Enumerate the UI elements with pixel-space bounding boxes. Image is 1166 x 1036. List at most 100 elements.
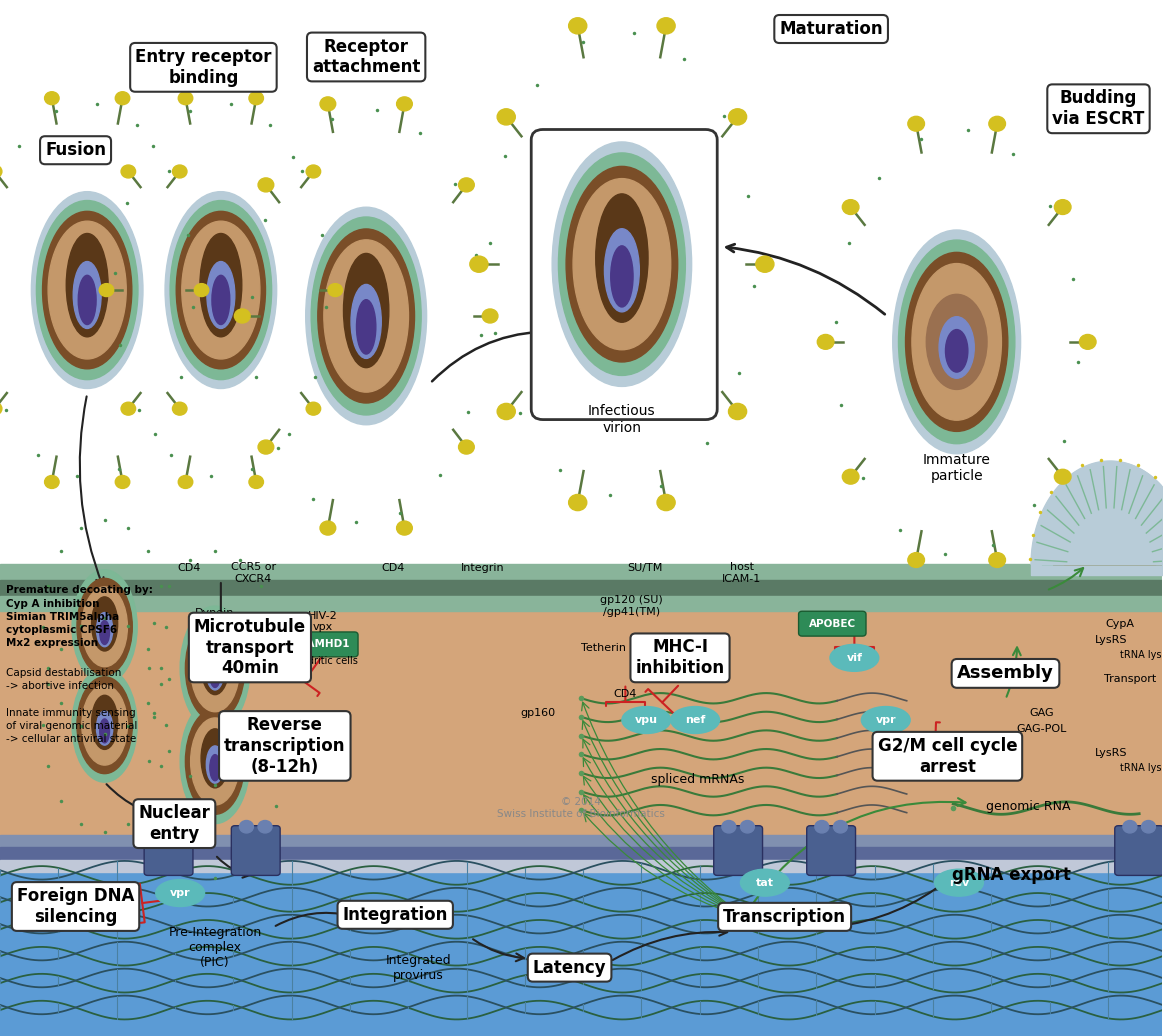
Circle shape <box>0 402 2 415</box>
Circle shape <box>250 92 264 105</box>
Polygon shape <box>1042 476 1166 565</box>
Text: Transcription: Transcription <box>723 908 847 926</box>
Circle shape <box>817 335 834 349</box>
Bar <box>0 847 1163 860</box>
Circle shape <box>569 494 586 511</box>
Circle shape <box>1080 335 1096 349</box>
Circle shape <box>1054 469 1072 484</box>
Text: tRNA lys: tRNA lys <box>1119 650 1161 660</box>
Circle shape <box>44 476 59 488</box>
Text: gRNA export: gRNA export <box>951 866 1070 885</box>
Text: G2/M cell cycle
arrest: G2/M cell cycle arrest <box>878 737 1017 776</box>
Ellipse shape <box>181 606 250 730</box>
Ellipse shape <box>305 207 427 425</box>
Ellipse shape <box>862 707 911 733</box>
Circle shape <box>99 284 114 296</box>
Circle shape <box>239 821 253 833</box>
Circle shape <box>842 469 859 484</box>
Ellipse shape <box>324 240 408 393</box>
Ellipse shape <box>596 194 648 322</box>
Text: Budding
via ESCRT: Budding via ESCRT <box>1052 89 1145 128</box>
Ellipse shape <box>553 142 691 386</box>
Ellipse shape <box>182 222 260 359</box>
Circle shape <box>258 821 272 833</box>
Ellipse shape <box>670 707 719 733</box>
Ellipse shape <box>82 686 127 765</box>
Circle shape <box>656 18 675 34</box>
Circle shape <box>173 165 187 178</box>
Bar <box>0 0 1163 580</box>
Text: Premature decoating by:
Cyp A inhibition
Simian TRIM5alpha
cytoplasmic CPSF6
Mx2: Premature decoating by: Cyp A inhibition… <box>6 585 153 649</box>
Circle shape <box>234 309 250 323</box>
Circle shape <box>396 97 413 111</box>
Ellipse shape <box>100 719 110 743</box>
Circle shape <box>458 440 475 454</box>
Text: CD4: CD4 <box>381 563 405 573</box>
Ellipse shape <box>77 677 132 774</box>
Text: HIV-2
vpx: HIV-2 vpx <box>308 611 338 632</box>
Circle shape <box>656 494 675 511</box>
Text: Fusion: Fusion <box>45 141 106 160</box>
Ellipse shape <box>190 625 239 712</box>
FancyBboxPatch shape <box>714 826 763 875</box>
Ellipse shape <box>912 263 1002 421</box>
Ellipse shape <box>201 635 229 695</box>
Ellipse shape <box>740 869 789 896</box>
Text: tRNA lys: tRNA lys <box>1119 762 1161 773</box>
Circle shape <box>1142 821 1156 833</box>
Ellipse shape <box>97 711 113 745</box>
Ellipse shape <box>311 217 421 415</box>
FancyBboxPatch shape <box>807 826 856 875</box>
Ellipse shape <box>77 578 132 675</box>
Circle shape <box>842 200 859 214</box>
Ellipse shape <box>42 211 132 369</box>
Text: CD4: CD4 <box>177 563 202 573</box>
FancyBboxPatch shape <box>919 732 962 757</box>
Ellipse shape <box>66 233 108 337</box>
Text: APOBEC: APOBEC <box>809 618 856 629</box>
Circle shape <box>815 821 829 833</box>
Ellipse shape <box>621 707 670 733</box>
Ellipse shape <box>939 317 975 378</box>
Ellipse shape <box>206 261 234 328</box>
Polygon shape <box>1053 490 1166 565</box>
Circle shape <box>171 821 185 833</box>
Ellipse shape <box>185 615 245 721</box>
Ellipse shape <box>830 644 879 671</box>
Text: vpr: vpr <box>876 715 897 725</box>
Circle shape <box>307 402 321 415</box>
Circle shape <box>307 165 321 178</box>
Text: Dynein: Dynein <box>196 608 234 618</box>
Ellipse shape <box>935 869 983 896</box>
Text: Tetherin: Tetherin <box>581 642 626 653</box>
Ellipse shape <box>73 261 101 328</box>
Ellipse shape <box>166 192 276 388</box>
Text: Maturation: Maturation <box>779 20 883 38</box>
Bar <box>0 580 1163 596</box>
Polygon shape <box>1031 461 1166 565</box>
Ellipse shape <box>357 299 375 354</box>
Text: CCR5 or
CXCR4: CCR5 or CXCR4 <box>231 563 276 583</box>
Ellipse shape <box>206 653 224 690</box>
Text: Assembly: Assembly <box>957 664 1054 683</box>
Ellipse shape <box>201 729 229 788</box>
Ellipse shape <box>72 668 138 782</box>
FancyBboxPatch shape <box>799 611 866 636</box>
Ellipse shape <box>100 621 110 644</box>
Ellipse shape <box>199 233 241 337</box>
Circle shape <box>729 403 746 420</box>
Text: Dendritic cells: Dendritic cells <box>288 656 358 666</box>
Text: MHC-I
inhibition: MHC-I inhibition <box>635 638 724 678</box>
Ellipse shape <box>92 695 118 749</box>
Text: LysRS: LysRS <box>1095 748 1128 758</box>
Text: Entry receptor
binding: Entry receptor binding <box>135 48 272 87</box>
Text: Reverse
transcription
(8-12h): Reverse transcription (8-12h) <box>224 716 345 776</box>
Circle shape <box>173 402 187 415</box>
Text: Foreign DNA
silencing: Foreign DNA silencing <box>16 887 134 926</box>
Text: CypA: CypA <box>1105 618 1133 629</box>
Circle shape <box>497 109 515 125</box>
Ellipse shape <box>212 276 230 324</box>
Circle shape <box>115 476 129 488</box>
Circle shape <box>1054 200 1072 214</box>
Ellipse shape <box>906 253 1007 431</box>
